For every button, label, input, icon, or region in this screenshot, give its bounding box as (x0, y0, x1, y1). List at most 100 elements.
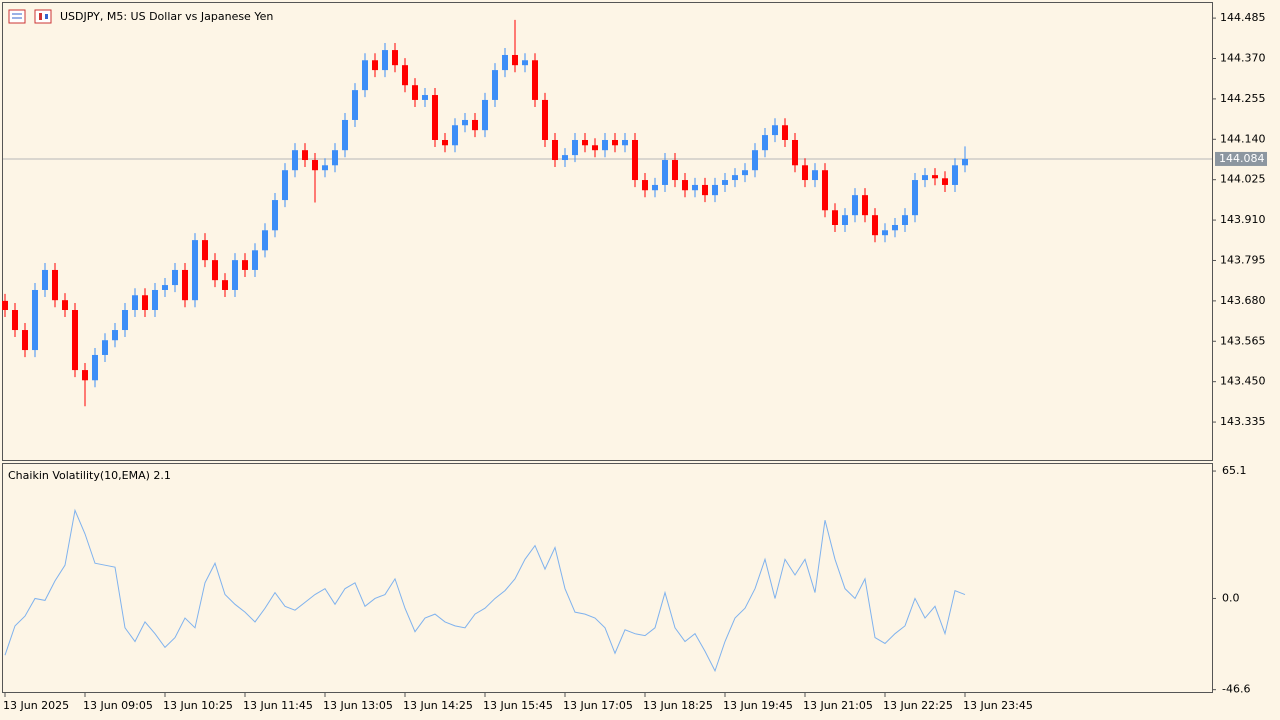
candle-body (532, 60, 538, 100)
x-tick-label: 13 Jun 15:45 (483, 699, 553, 712)
candle-body (72, 310, 78, 371)
candle-body (592, 145, 598, 151)
candle-body (822, 170, 828, 211)
candle-body (432, 95, 438, 140)
candle-body (92, 354, 98, 381)
x-tick-label: 13 Jun 11:45 (243, 699, 313, 712)
candle-body (672, 160, 678, 181)
candle-body (372, 60, 378, 71)
candle-body (912, 180, 918, 216)
x-tick-label: 13 Jun 17:05 (563, 699, 633, 712)
candle-body (642, 180, 648, 191)
y-tick-label: 144.255 (1220, 92, 1266, 105)
x-tick-label: 13 Jun 21:05 (803, 699, 873, 712)
candle-body (62, 300, 68, 311)
candle-body (472, 119, 478, 131)
y-tick-label: -46.6 (1222, 683, 1250, 696)
candle-body (12, 310, 18, 331)
candle-body (482, 99, 488, 131)
candle-body (202, 240, 208, 261)
current-price-box (1215, 151, 1267, 166)
candle-body (832, 210, 838, 226)
candle-body (302, 150, 308, 161)
candle-body (52, 269, 58, 301)
y-tick-label: 144.485 (1220, 11, 1266, 24)
candle-body (542, 99, 548, 140)
candle-body (682, 180, 688, 191)
y-tick-label: 143.565 (1220, 334, 1266, 347)
x-tick-label: 13 Jun 13:05 (323, 699, 393, 712)
candle-body (342, 119, 348, 151)
candle-body (852, 195, 858, 216)
x-tick-label: 13 Jun 19:45 (723, 699, 793, 712)
candle-body (622, 139, 628, 146)
x-tick-label: 13 Jun 09:05 (83, 699, 153, 712)
candle-body (872, 215, 878, 236)
candle-body (552, 139, 558, 161)
candle-body (262, 230, 268, 251)
icon[interactable] (8, 9, 26, 24)
icon-bar (45, 14, 48, 19)
candle-body (102, 340, 108, 355)
candle-body (132, 295, 138, 311)
candle-body (492, 70, 498, 100)
candle-body (782, 125, 788, 140)
candle-body (272, 200, 278, 231)
candle-body (172, 269, 178, 286)
candle-body (212, 260, 218, 281)
current-price-label: 144.084 (1219, 152, 1265, 165)
y-tick-label: 143.335 (1220, 415, 1266, 428)
candle-body (632, 139, 638, 181)
candle-body (162, 285, 168, 290)
candle-body (142, 295, 148, 311)
candle-body (292, 150, 298, 171)
x-tick-label: 13 Jun 18:25 (643, 699, 713, 712)
y-tick-label: 144.025 (1220, 173, 1266, 186)
indicator-line (4, 508, 966, 673)
candle-body (502, 54, 508, 71)
candle-body (392, 50, 398, 66)
candle-body (512, 54, 518, 66)
candle-body (942, 178, 948, 185)
candle-body (902, 215, 908, 226)
price-pane-border (2, 2, 1213, 461)
candle-body (42, 269, 48, 290)
candle-body (322, 165, 328, 171)
candle-body (112, 330, 118, 341)
candle-body (952, 165, 958, 185)
candle-body (452, 125, 458, 146)
candle-body (582, 139, 588, 146)
candle-body (762, 135, 768, 151)
y-tick-label: 143.795 (1220, 253, 1266, 266)
candle-body (332, 150, 338, 166)
candle-body (282, 170, 288, 201)
indicator-title: Chaikin Volatility(10,EMA) 2.1 (8, 469, 171, 482)
candle-body (662, 160, 668, 185)
icon[interactable] (34, 9, 52, 24)
candle-body (562, 155, 568, 161)
chart-title: USDJPY, M5: US Dollar vs Japanese Yen (60, 10, 273, 23)
candle-body (892, 225, 898, 231)
candle-body (412, 85, 418, 100)
y-tick-label: 143.680 (1220, 294, 1266, 307)
candle-body (2, 300, 8, 311)
y-tick-label: 144.140 (1220, 132, 1266, 145)
candle-body (722, 180, 728, 185)
candle-body (462, 119, 468, 126)
candle-body (182, 269, 188, 301)
x-tick-label: 13 Jun 14:25 (403, 699, 473, 712)
candle-body (612, 139, 618, 146)
candle-body (692, 184, 698, 191)
symbol-icons[interactable] (8, 9, 52, 24)
candle-body (652, 184, 658, 191)
x-tick-label: 13 Jun 22:25 (883, 699, 953, 712)
candle-body (312, 160, 318, 171)
candle-body (522, 60, 528, 66)
candle-body (752, 150, 758, 171)
candle-body (842, 215, 848, 226)
x-tick-label: 13 Jun 2025 (3, 699, 69, 712)
candle-body (732, 175, 738, 181)
candle-body (32, 289, 38, 351)
candle-body (122, 310, 128, 331)
